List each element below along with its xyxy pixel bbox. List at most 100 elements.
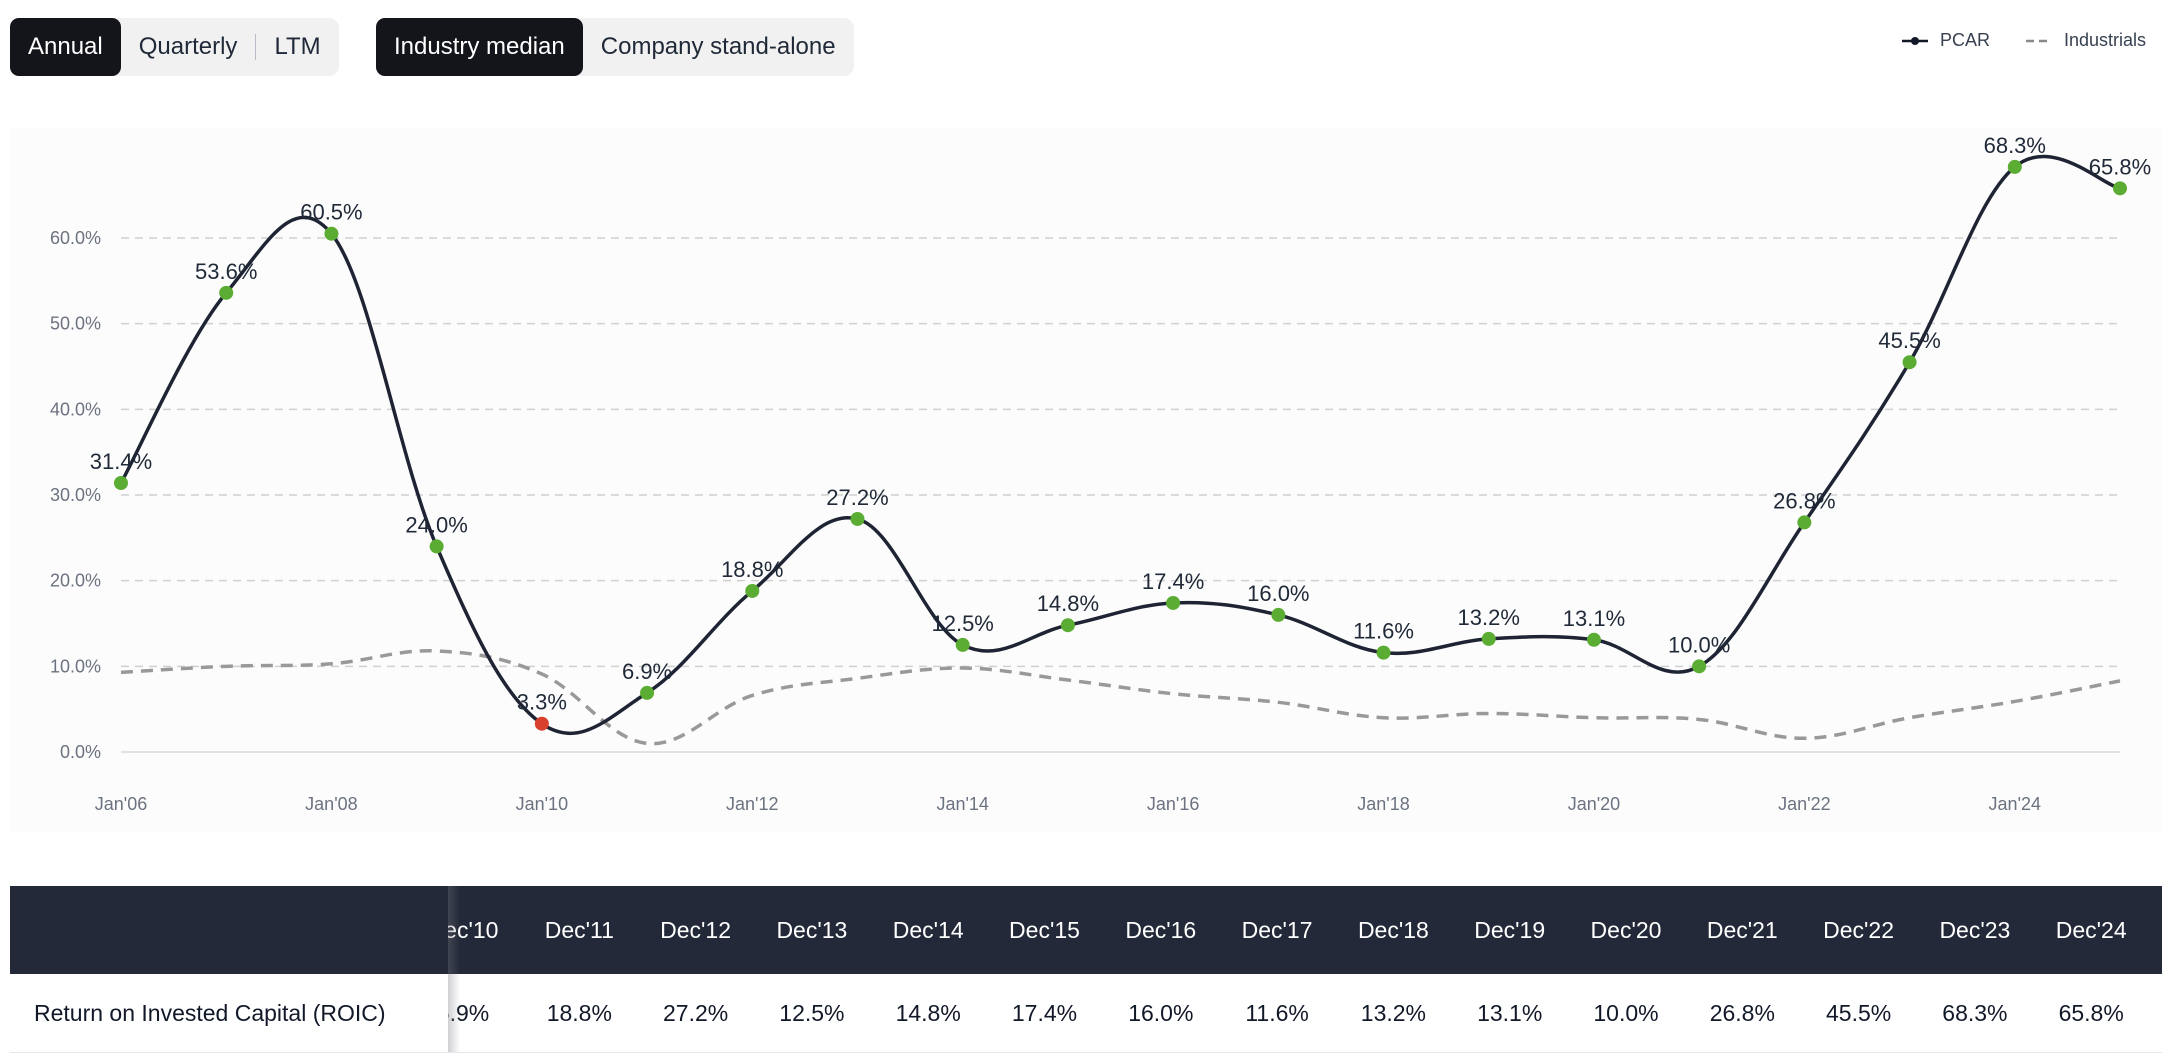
sticky-column-shadow (448, 974, 460, 1052)
industry-median-option[interactable]: Industry median (376, 18, 583, 76)
company-stand-alone-option[interactable]: Company stand-alone (600, 33, 836, 60)
data-point (2113, 181, 2127, 196)
row-label: Return on Invested Capital (ROIC) (34, 999, 386, 1026)
table-cell: 12.5% (779, 999, 845, 1026)
data-point (1481, 631, 1496, 646)
column-header[interactable]: Dec'15 (1009, 916, 1080, 943)
annual-option[interactable]: Annual (10, 18, 121, 76)
data-point (324, 226, 339, 241)
x-tick-label: Jan'22 (1778, 794, 1830, 814)
data-label: 26.8% (1773, 488, 1835, 513)
data-point (114, 476, 128, 491)
y-tick-label: 30.0% (50, 485, 101, 505)
period-toggle: Annual Quarterly LTM (10, 18, 339, 76)
data-label: 13.1% (1563, 606, 1625, 631)
data-point (640, 685, 655, 700)
data-point (1797, 515, 1812, 530)
column-header[interactable]: Dec'23 (1939, 916, 2011, 943)
x-tick-label: Jan'06 (95, 794, 147, 814)
table-cell: 65.8% (2058, 999, 2124, 1026)
data-point (2007, 159, 2022, 174)
data-point (850, 511, 865, 526)
y-tick-label: 20.0% (50, 571, 101, 591)
table-cell: 10.0% (1593, 999, 1659, 1026)
data-label: 18.8% (721, 557, 783, 582)
x-tick-label: Jan'10 (516, 794, 568, 814)
data-label: 24.0% (405, 512, 467, 537)
legend-item-company[interactable]: PCAR (1901, 30, 1990, 51)
column-header[interactable]: Dec'22 (1823, 916, 1895, 943)
data-point (1586, 632, 1601, 647)
data-point (1376, 645, 1391, 660)
table-header-row: Dec'24 Dec'23 Dec'22 Dec'21 Dec'20 Dec'19 Dec'… (10, 886, 2162, 974)
data-point (955, 637, 970, 652)
industry-series-line (120, 648, 2121, 746)
legend-item-industry[interactable]: Industrials (2025, 30, 2146, 51)
quarterly-option[interactable]: Quarterly (138, 33, 238, 60)
data-label: 16.0% (1247, 581, 1309, 606)
table-cell: 16.0% (1128, 999, 1194, 1026)
y-tick-label: 60.0% (50, 228, 101, 248)
header-label-cell (10, 886, 448, 974)
data-label: 53.6% (195, 259, 257, 284)
data-label: 68.3% (1984, 133, 2046, 158)
data-label: 14.8% (1037, 591, 1099, 616)
table-cell: 45.5% (1825, 999, 1892, 1026)
column-header[interactable]: Dec'11 (544, 916, 614, 943)
table-cell: 26.8% (1709, 999, 1775, 1026)
column-header[interactable]: Dec'17 (1241, 916, 1313, 943)
column-header[interactable]: Dec'21 (1706, 916, 1778, 943)
data-label: 17.4% (1142, 569, 1204, 594)
table-cell: 17.4% (1011, 999, 1078, 1026)
x-tick-label: Jan'12 (726, 794, 778, 814)
data-label: 11.6% (1353, 619, 1414, 644)
column-header[interactable]: Dec'18 (1357, 916, 1429, 943)
roic-line-chart: 0.0% 10.0% 20.0% 30.0% 40.0% 50.0% 60.0% Jan'06… (10, 128, 2162, 832)
column-header[interactable]: Dec'24 (2055, 916, 2127, 943)
data-point (745, 583, 760, 598)
data-point (429, 539, 444, 554)
data-label: 10.0% (1668, 632, 1730, 657)
column-header[interactable]: Dec'16 (1125, 916, 1197, 943)
y-tick-label: 50.0% (50, 314, 101, 334)
data-point (1166, 595, 1181, 610)
legend-label-company: PCAR (1939, 30, 1990, 50)
data-label: 12.5% (931, 611, 993, 636)
table-cell: 11.6% (1245, 999, 1309, 1026)
data-label: 6.9% (622, 659, 672, 684)
data-label: 45.5% (1878, 328, 1940, 353)
data-label: 31.4% (90, 449, 152, 474)
column-header[interactable]: Dec'20 (1590, 916, 1662, 943)
data-label: 60.5% (300, 200, 362, 225)
solid-line-marker-icon (1901, 36, 1928, 45)
legend-label-industry: Industrials (2063, 30, 2146, 50)
table-row: 65.8% 68.3% 45.5% 26.8% 10.0% 13.1% 13.2% 11.6%… (10, 974, 2162, 1053)
x-tick-label: Jan'14 (936, 794, 988, 814)
x-tick-label: Jan'18 (1357, 794, 1409, 814)
data-point (1692, 659, 1707, 674)
x-tick-label: Jan'16 (1147, 794, 1199, 814)
chart-legend: PCAR Industrials (1866, 30, 2146, 51)
x-tick-label: Jan'20 (1568, 794, 1620, 814)
data-point (534, 716, 549, 731)
table-cell: 27.2% (662, 999, 729, 1026)
data-point (1060, 618, 1075, 633)
data-point (219, 285, 234, 300)
table-cell: 68.3% (1942, 999, 2008, 1026)
ltm-option[interactable]: LTM (274, 33, 321, 60)
column-header[interactable]: Dec'14 (892, 916, 964, 943)
table-cell: 18.8% (546, 999, 612, 1026)
y-tick-label: 40.0% (50, 399, 101, 419)
data-point (1902, 355, 1917, 370)
column-header[interactable]: Dec'12 (660, 916, 732, 943)
data-label: 27.2% (826, 485, 888, 510)
y-tick-label: 0.0% (60, 742, 101, 762)
column-header[interactable]: Dec'13 (776, 916, 848, 943)
data-label: 3.3% (517, 690, 567, 715)
data-label: 13.2% (1458, 605, 1520, 630)
column-header[interactable]: Dec'19 (1474, 916, 1546, 943)
data-label: 65.8% (2089, 154, 2151, 179)
data-point (1271, 607, 1286, 622)
x-tick-label: Jan'24 (1989, 794, 2041, 814)
row-label-cell (10, 974, 448, 1052)
